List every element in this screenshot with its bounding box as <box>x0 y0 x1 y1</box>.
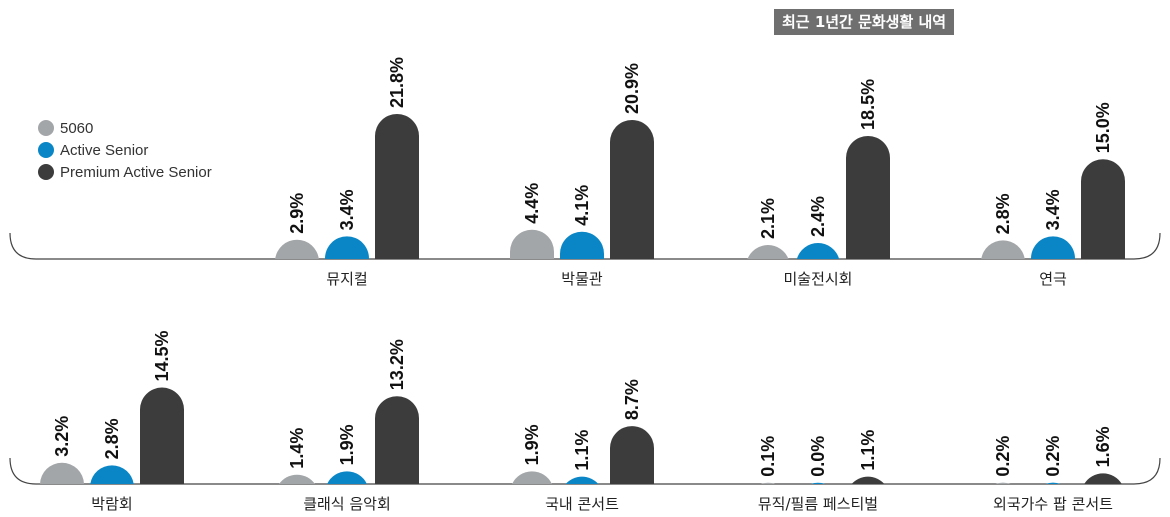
value-label-1-2: 20.9% <box>622 63 642 114</box>
bar-8-0 <box>995 482 1011 484</box>
category-label-2: 미술전시회 <box>783 270 852 288</box>
value-label-0-1: 3.4% <box>337 189 357 230</box>
value-label-2-0: 2.1% <box>758 198 778 239</box>
value-label-0-2: 21.8% <box>387 57 407 108</box>
bar-5-2 <box>375 396 419 484</box>
bar-1-1 <box>560 231 604 259</box>
bar-6-1 <box>565 476 599 484</box>
value-label-3-0: 2.8% <box>993 193 1013 234</box>
legend-swatch-active-senior <box>38 142 54 158</box>
bar-1-2 <box>610 119 654 259</box>
bar-8-1 <box>1045 482 1061 484</box>
value-label-6-1: 1.1% <box>572 430 592 471</box>
bar-6-2 <box>610 426 654 484</box>
bar-2-1 <box>796 243 840 259</box>
chart-title: 최근 1년간 문화생활 내역 <box>774 9 955 35</box>
legend-item-5060: 5060 <box>38 117 212 139</box>
bar-8-2 <box>1084 473 1122 484</box>
bar-3-2 <box>1081 159 1125 259</box>
value-label-4-1: 2.8% <box>102 418 122 459</box>
category-label-8: 외국가수 팝 콘서트 <box>993 495 1113 513</box>
bar-2-0 <box>747 245 789 259</box>
bar-2-2 <box>846 135 890 259</box>
value-label-6-2: 8.7% <box>622 379 642 420</box>
bar-5-0 <box>279 474 315 484</box>
bar-0-0 <box>275 239 319 259</box>
legend-item-premium-active-senior: Premium Active Senior <box>38 161 212 183</box>
value-label-2-1: 2.4% <box>808 196 828 237</box>
category-label-3: 연극 <box>1039 270 1067 288</box>
value-label-7-2: 1.1% <box>858 430 878 471</box>
value-label-7-1: 0.0% <box>808 436 828 477</box>
value-label-8-1: 0.2% <box>1043 436 1063 477</box>
bar-0-1 <box>325 236 369 259</box>
bar-6-0 <box>512 471 552 484</box>
value-label-3-1: 3.4% <box>1043 189 1063 230</box>
bar-1-0 <box>510 229 554 259</box>
value-label-5-2: 13.2% <box>387 339 407 390</box>
category-label-1: 박물관 <box>561 270 603 288</box>
category-label-6: 국내 콘서트 <box>545 495 619 513</box>
bar-5-1 <box>327 471 367 484</box>
legend-swatch-premium-active-senior <box>38 164 54 180</box>
category-label-4: 박람회 <box>91 495 132 513</box>
bar-3-0 <box>981 240 1025 259</box>
value-label-3-2: 15.0% <box>1093 102 1113 153</box>
value-label-1-0: 4.4% <box>522 183 542 224</box>
value-label-2-2: 18.5% <box>858 79 878 130</box>
category-label-5: 클래식 음악회 <box>303 495 391 513</box>
value-label-5-0: 1.4% <box>287 428 307 469</box>
value-label-4-0: 3.2% <box>52 416 72 457</box>
legend-item-active-senior: Active Senior <box>38 139 212 161</box>
value-label-6-0: 1.9% <box>522 424 542 465</box>
legend-label-active-senior: Active Senior <box>60 141 149 159</box>
bar-7-2 <box>851 476 885 484</box>
legend: 5060 Active Senior Premium Active Senior <box>38 117 212 183</box>
value-label-1-1: 4.1% <box>572 185 592 226</box>
value-label-0-0: 2.9% <box>287 193 307 234</box>
value-label-7-0: 0.1% <box>758 436 778 477</box>
category-label-0: 뮤지컬 <box>326 270 367 288</box>
bar-4-0 <box>40 462 84 484</box>
bar-0-2 <box>375 114 419 259</box>
value-label-8-0: 0.2% <box>993 436 1013 477</box>
bar-7-1 <box>810 482 826 484</box>
bar-3-1 <box>1031 236 1075 259</box>
bar-7-0 <box>760 482 776 484</box>
category-label-7: 뮤직/필름 페스티벌 <box>758 495 878 513</box>
value-label-8-2: 1.6% <box>1093 426 1113 467</box>
legend-label-5060: 5060 <box>60 119 94 137</box>
value-label-4-2: 14.5% <box>152 331 172 382</box>
bar-4-1 <box>90 465 134 484</box>
legend-label-premium-active-senior: Premium Active Senior <box>60 163 212 181</box>
bar-4-2 <box>140 387 185 484</box>
value-label-5-1: 1.9% <box>337 424 357 465</box>
legend-swatch-5060 <box>38 120 54 136</box>
